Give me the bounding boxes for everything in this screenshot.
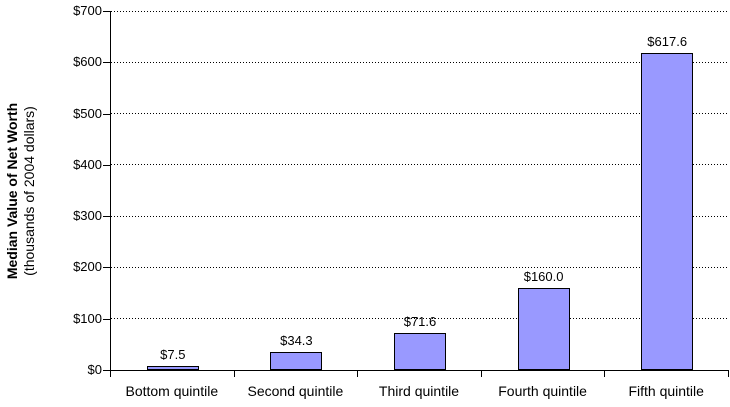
y-axis-title: Median Value of Net Worth (thousands of … bbox=[4, 16, 40, 366]
gridline bbox=[111, 215, 729, 217]
y-tick-label: $200 bbox=[73, 259, 102, 275]
gridline bbox=[111, 318, 729, 320]
y-tick-label: $700 bbox=[73, 3, 102, 18]
gridline bbox=[111, 10, 729, 12]
y-tick-mark bbox=[103, 370, 110, 371]
y-tick-label: $300 bbox=[73, 208, 102, 224]
bar-value-label: $160.0 bbox=[523, 269, 564, 284]
bar-value-label: $7.5 bbox=[160, 347, 186, 362]
gridline bbox=[111, 164, 729, 166]
y-tick-label: $100 bbox=[73, 310, 102, 326]
x-tick-mark bbox=[357, 371, 358, 377]
y-tick-mark bbox=[103, 164, 110, 166]
y-tick-label: $400 bbox=[73, 156, 102, 172]
bar bbox=[641, 53, 694, 370]
y-tick-mark bbox=[103, 62, 110, 64]
x-tick-mark bbox=[234, 371, 235, 377]
bar bbox=[270, 352, 323, 370]
x-tick-mark bbox=[481, 371, 482, 377]
bar-value-label: $617.6 bbox=[647, 34, 688, 49]
x-tick-mark bbox=[604, 371, 605, 377]
bar bbox=[517, 288, 570, 370]
x-tick-mark bbox=[728, 371, 729, 377]
bar-value-label: $34.3 bbox=[280, 333, 313, 348]
gridline bbox=[111, 266, 729, 268]
x-category-label: Fifth quintile bbox=[628, 383, 704, 399]
y-tick-mark bbox=[103, 113, 110, 115]
y-tick-label: $600 bbox=[73, 54, 102, 70]
y-axis-title-sub: (thousands of 2004 dollars) bbox=[21, 106, 37, 276]
x-category-label: Third quintile bbox=[378, 383, 460, 399]
x-category-label: Second quintile bbox=[247, 383, 344, 399]
x-category-label: Fourth quintile bbox=[498, 383, 587, 399]
x-tick-mark bbox=[110, 371, 111, 377]
y-tick-mark bbox=[103, 267, 110, 269]
y-tick-mark bbox=[103, 318, 110, 320]
x-category-label: Bottom quintile bbox=[125, 383, 219, 399]
gridline bbox=[111, 61, 729, 63]
y-tick-mark bbox=[103, 216, 110, 218]
bar bbox=[394, 333, 446, 370]
bar-value-label: $71.6 bbox=[403, 314, 437, 329]
plot-area: $7.5 $34.3 $71.6 $160.0 $617.6 bbox=[110, 10, 729, 371]
gridline bbox=[111, 113, 729, 115]
bar bbox=[146, 366, 199, 370]
y-tick-label: $0 bbox=[87, 362, 102, 377]
y-tick-mark bbox=[103, 11, 110, 12]
y-tick-label: $500 bbox=[73, 105, 102, 121]
y-axis-title-main: Median Value of Net Worth bbox=[4, 102, 20, 280]
